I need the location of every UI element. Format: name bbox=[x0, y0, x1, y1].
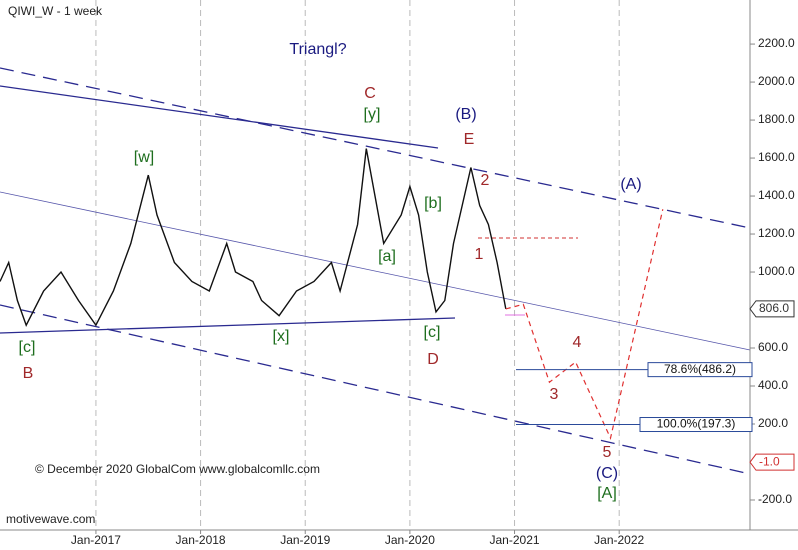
wave-label: 2 bbox=[481, 172, 490, 189]
y-tick-label: 200.0 bbox=[758, 416, 788, 430]
x-tick-label: Jan-2018 bbox=[176, 533, 226, 547]
copyright: © December 2020 GlobalCom www.globalcoml… bbox=[35, 462, 320, 476]
wave-label: 5 bbox=[603, 444, 612, 461]
wave-labels: Triangl? C [y] (B) E [w] 2 [b] (A) 1 [a]… bbox=[19, 41, 642, 502]
wave-label: D bbox=[427, 351, 439, 368]
x-tick-label: Jan-2022 bbox=[594, 533, 644, 547]
channel-line bbox=[0, 67, 751, 229]
x-tick-label: Jan-2020 bbox=[385, 533, 435, 547]
y-tick-label: 1200.0 bbox=[758, 226, 795, 240]
channel-line bbox=[0, 304, 751, 475]
x-tick-label: Jan-2019 bbox=[280, 533, 330, 547]
fib-label: 78.6%(486.2) bbox=[664, 362, 736, 376]
wave-label: Triangl? bbox=[289, 41, 346, 58]
wave-label: E bbox=[464, 131, 475, 148]
wave-label: [b] bbox=[424, 195, 442, 212]
price-marker-label: 806.0 bbox=[759, 301, 789, 315]
wave-label: [w] bbox=[134, 149, 154, 166]
wave-label: [c] bbox=[19, 339, 36, 356]
header: QIWI_W - 1 week bbox=[8, 4, 103, 18]
y-tick-label: 2200.0 bbox=[758, 36, 795, 50]
wave-label: (B) bbox=[455, 106, 476, 123]
price-marker-label: -1.0 bbox=[759, 454, 780, 468]
price-marker-box bbox=[749, 300, 795, 318]
y-tick-label: 2000.0 bbox=[758, 74, 795, 88]
wave-label: [y] bbox=[364, 106, 381, 123]
wave-label: [a] bbox=[378, 248, 396, 265]
wave-label: [A] bbox=[597, 485, 617, 502]
wave-label: 4 bbox=[573, 334, 582, 351]
watermark: motivewave.com bbox=[6, 512, 95, 526]
y-tick-label: 400.0 bbox=[758, 378, 788, 392]
price-line bbox=[0, 148, 507, 327]
y-tick-label: 1000.0 bbox=[758, 264, 795, 278]
wave-label: C bbox=[364, 85, 376, 102]
y-tick-label: 1600.0 bbox=[758, 150, 795, 164]
y-tick-label: 1400.0 bbox=[758, 188, 795, 202]
wave-label: (A) bbox=[620, 176, 641, 193]
y-tick-label: -200.0 bbox=[758, 492, 792, 506]
channel-line bbox=[0, 317, 456, 334]
channel-line bbox=[0, 191, 751, 351]
wave-label: (C) bbox=[596, 465, 618, 482]
channel-line bbox=[0, 85, 439, 149]
x-tick-label: Jan-2017 bbox=[71, 533, 121, 547]
fib-label-box bbox=[647, 362, 753, 378]
y-tick-label: 600.0 bbox=[758, 340, 788, 354]
y-tick-label: 1800.0 bbox=[758, 112, 795, 126]
wave-label: 3 bbox=[550, 386, 559, 403]
price-marker-box bbox=[749, 453, 795, 471]
fib-label-box bbox=[639, 417, 753, 433]
grid bbox=[95, 0, 620, 530]
fib-label: 100.0%(197.3) bbox=[657, 417, 736, 431]
wave-label: [c] bbox=[424, 324, 441, 341]
wave-label: 1 bbox=[475, 246, 484, 263]
x-tick-label: Jan-2021 bbox=[490, 533, 540, 547]
price-line bbox=[505, 209, 664, 440]
wave-label: [x] bbox=[273, 328, 290, 345]
wave-label: B bbox=[23, 365, 34, 382]
